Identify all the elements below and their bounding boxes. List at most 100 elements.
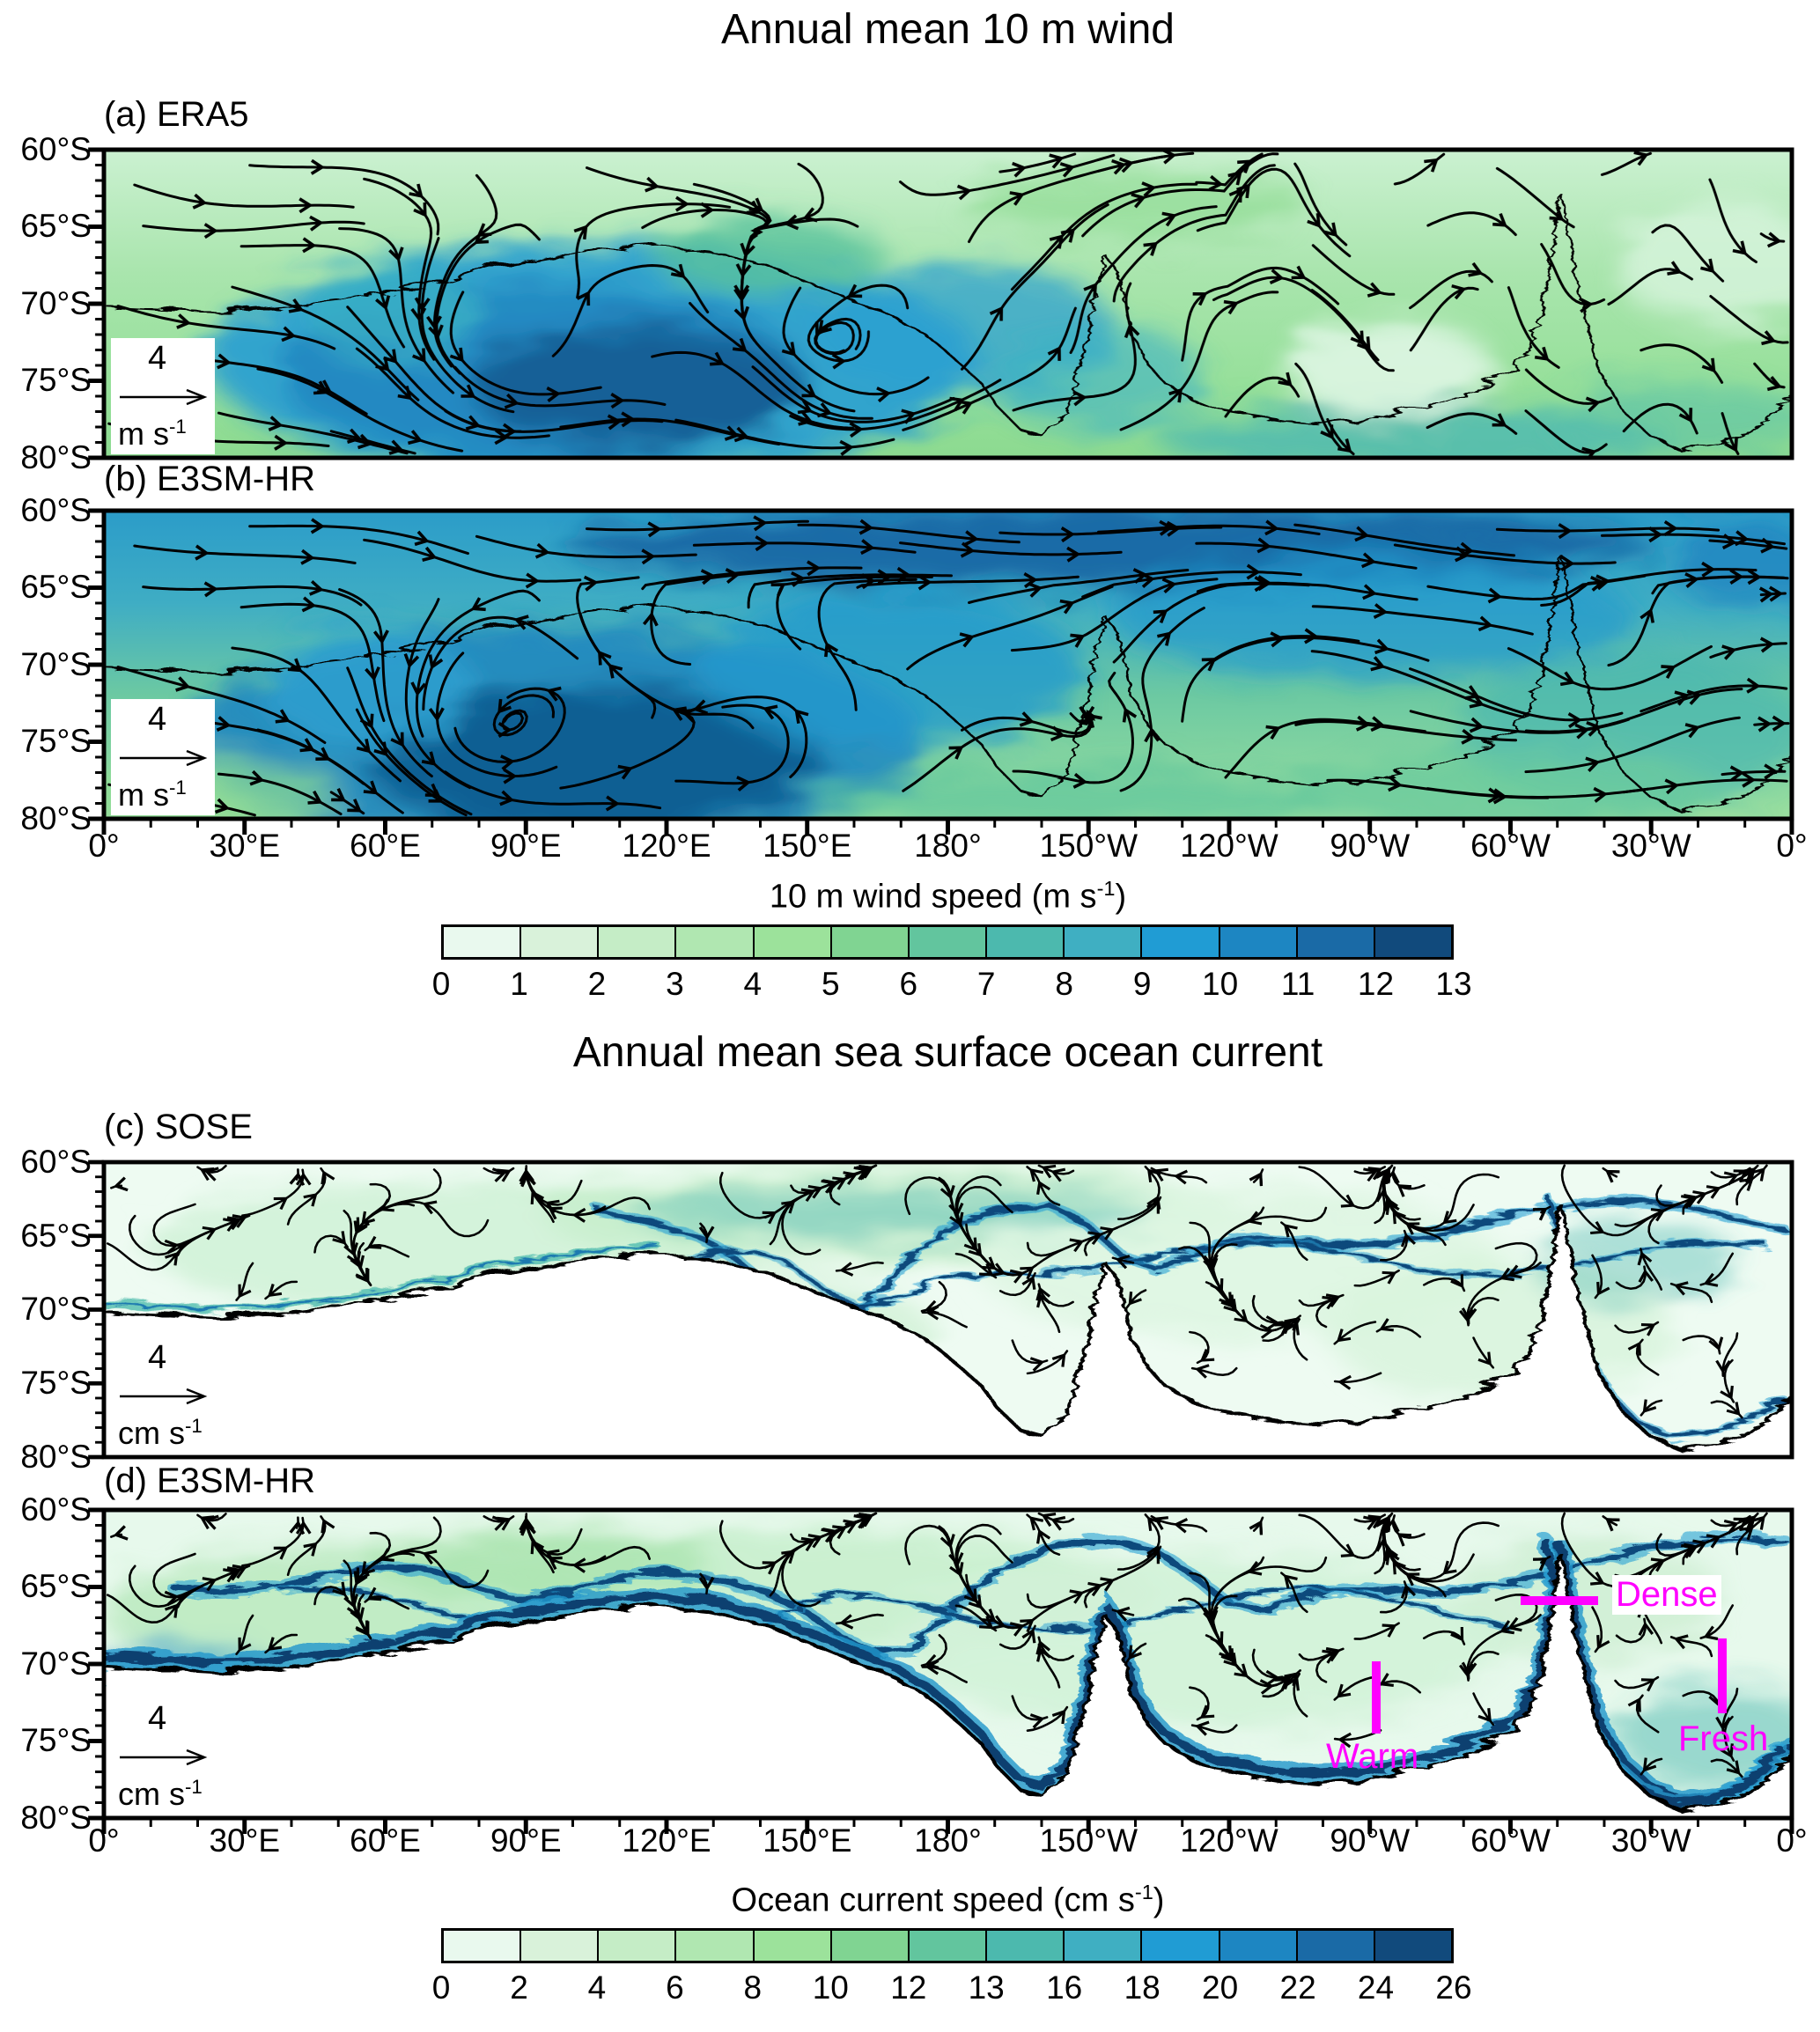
colorbar-tick: 8	[743, 1969, 763, 2006]
lon-tick-label: 150°W	[1039, 1822, 1138, 1859]
colorbar-cell	[676, 927, 755, 957]
dense-annotation-label: Dense	[1612, 1575, 1721, 1615]
lon-tick-label: 90°W	[1330, 828, 1411, 864]
lon-tick-label: 180°	[914, 828, 982, 864]
lat-tick-label: 70°S	[20, 285, 92, 321]
lon-tick-label: 60°W	[1470, 828, 1551, 864]
vector-scale-value: 4	[148, 1700, 167, 1737]
colorbar-tick: 4	[743, 966, 763, 1002]
lon-tick-label: 150°W	[1039, 828, 1138, 864]
lat-tick-label: 75°S	[20, 723, 92, 759]
vector-scale-box-c: 4 cm s-1	[111, 1337, 215, 1454]
colorbar-tick: 5	[822, 966, 840, 1002]
colorbar-tick: 1	[510, 966, 528, 1002]
lat-tick-label: 60°S	[20, 1491, 92, 1528]
colorbar-tick: 10	[1202, 966, 1239, 1002]
vector-scale-value: 4	[148, 340, 167, 377]
lat-tick-label: 65°S	[20, 569, 92, 605]
colorbar-cell	[1374, 1931, 1452, 1961]
panel-d: 60°S 65°S 70°S 75°S 80°S 4 cm s-1 Dense …	[0, 1491, 1820, 1836]
lat-tick-label: 70°S	[20, 1291, 92, 1327]
current-colorbar-ticks: 0 2 4 6 8 10 12 13 16 18 20 22 24 26	[0, 1969, 1820, 2008]
colorbar-tick: 13	[968, 1969, 1005, 2006]
lon-tick-label: 60°W	[1470, 1822, 1551, 1859]
lon-tick-label: 60°E	[350, 1822, 421, 1859]
colorbar-tick: 3	[666, 966, 684, 1002]
vector-scale-box-a: 4 m s-1	[111, 338, 215, 454]
panel-a: 60°S 65°S 70°S 75°S 80°S 4 m s-1	[0, 131, 1820, 475]
vector-scale-unit: cm s-1	[118, 1415, 203, 1451]
colorbar-cell	[1219, 1931, 1298, 1961]
warm-marker-bar	[1372, 1661, 1381, 1734]
lon-tick-label: 0°	[1776, 828, 1808, 864]
scale-arrow-icon	[120, 749, 208, 766]
colorbar-cell	[1297, 927, 1375, 957]
panel-b: 60°S 65°S 70°S 75°S 80°S 4 m s-1	[0, 492, 1820, 836]
lon-tick-label: 0°	[1776, 1822, 1808, 1859]
colorbar-tick: 11	[1280, 966, 1315, 1002]
dense-marker-bar	[1521, 1596, 1598, 1605]
colorbar-cell	[521, 927, 600, 957]
lon-tick-label: 30°E	[209, 828, 281, 864]
lat-tick-label: 60°S	[20, 492, 92, 528]
vector-scale-unit: m s-1	[118, 777, 187, 813]
colorbar-tick: 0	[431, 966, 451, 1002]
lat-tick-label: 65°S	[20, 1218, 92, 1254]
lat-tick-label: 75°S	[20, 1722, 92, 1758]
colorbar-cell	[1374, 927, 1452, 957]
colorbar-cell	[1142, 927, 1220, 957]
warm-annotation-label: Warm	[1326, 1737, 1419, 1776]
colorbar-tick: 2	[510, 1969, 528, 2006]
colorbar-tick: 6	[899, 966, 918, 1002]
map-canvas-wind-era5	[88, 147, 1794, 460]
lat-tick-label: 65°S	[20, 1568, 92, 1604]
current-lon-axis: 0° 30°E 60°E 90°E 120°E 150°E 180° 150°W…	[0, 1822, 1820, 1863]
colorbar-cell	[444, 927, 522, 957]
lon-tick-label: 30°W	[1610, 828, 1691, 864]
panel-a-plot: 4 m s-1	[88, 147, 1794, 460]
colorbar-tick: 9	[1132, 966, 1152, 1002]
lat-tick-label: 80°S	[20, 1439, 92, 1475]
fresh-marker-bar	[1718, 1638, 1727, 1713]
colorbar-cell	[1065, 927, 1143, 957]
lon-tick-label: 90°E	[490, 1822, 562, 1859]
colorbar-cell	[987, 927, 1065, 957]
colorbar-cell	[831, 1931, 910, 1961]
vector-scale-unit: cm s-1	[118, 1776, 203, 1812]
panel-c-label: (c) SOSE	[104, 1108, 253, 1146]
colorbar-cell	[909, 1931, 988, 1961]
colorbar-tick: 24	[1357, 1969, 1395, 2006]
current-colorbar	[441, 1928, 1454, 1963]
colorbar-cell	[444, 1931, 522, 1961]
fresh-annotation-label: Fresh	[1678, 1719, 1769, 1758]
lat-tick-label: 80°S	[20, 1800, 92, 1836]
colorbar-tick: 26	[1435, 1969, 1472, 2006]
colorbar-tick: 6	[666, 1969, 684, 2006]
wind-colorbar	[441, 924, 1454, 960]
colorbar-cell	[599, 927, 677, 957]
lat-tick-label: 80°S	[20, 800, 92, 836]
colorbar-tick: 13	[1435, 966, 1472, 1002]
scale-arrow-icon	[120, 388, 208, 405]
colorbar-tick: 10	[812, 1969, 849, 2006]
lat-tick-label: 75°S	[20, 362, 92, 398]
map-canvas-wind-e3sm	[88, 508, 1794, 835]
lat-tick-label: 60°S	[20, 131, 92, 167]
panel-d-plot: 4 cm s-1 Dense Warm Fresh	[88, 1507, 1794, 1834]
lon-tick-label: 120°E	[622, 1822, 711, 1859]
vector-scale-box-d: 4 cm s-1	[111, 1698, 215, 1815]
lon-tick-label: 90°E	[490, 828, 562, 864]
colorbar-cell	[1297, 1931, 1375, 1961]
scale-arrow-icon	[120, 1749, 208, 1765]
colorbar-cell	[909, 927, 988, 957]
colorbar-cell	[1142, 1931, 1220, 1961]
colorbar-cell	[521, 1931, 600, 1961]
colorbar-tick: 20	[1202, 1969, 1239, 2006]
colorbar-tick: 12	[890, 1969, 927, 2006]
lat-tick-label: 70°S	[20, 646, 92, 682]
colorbar-cell	[831, 927, 910, 957]
colorbar-tick: 18	[1124, 1969, 1161, 2006]
lon-tick-label: 120°W	[1180, 828, 1278, 864]
colorbar-cell	[599, 1931, 677, 1961]
colorbar-cell	[754, 927, 832, 957]
